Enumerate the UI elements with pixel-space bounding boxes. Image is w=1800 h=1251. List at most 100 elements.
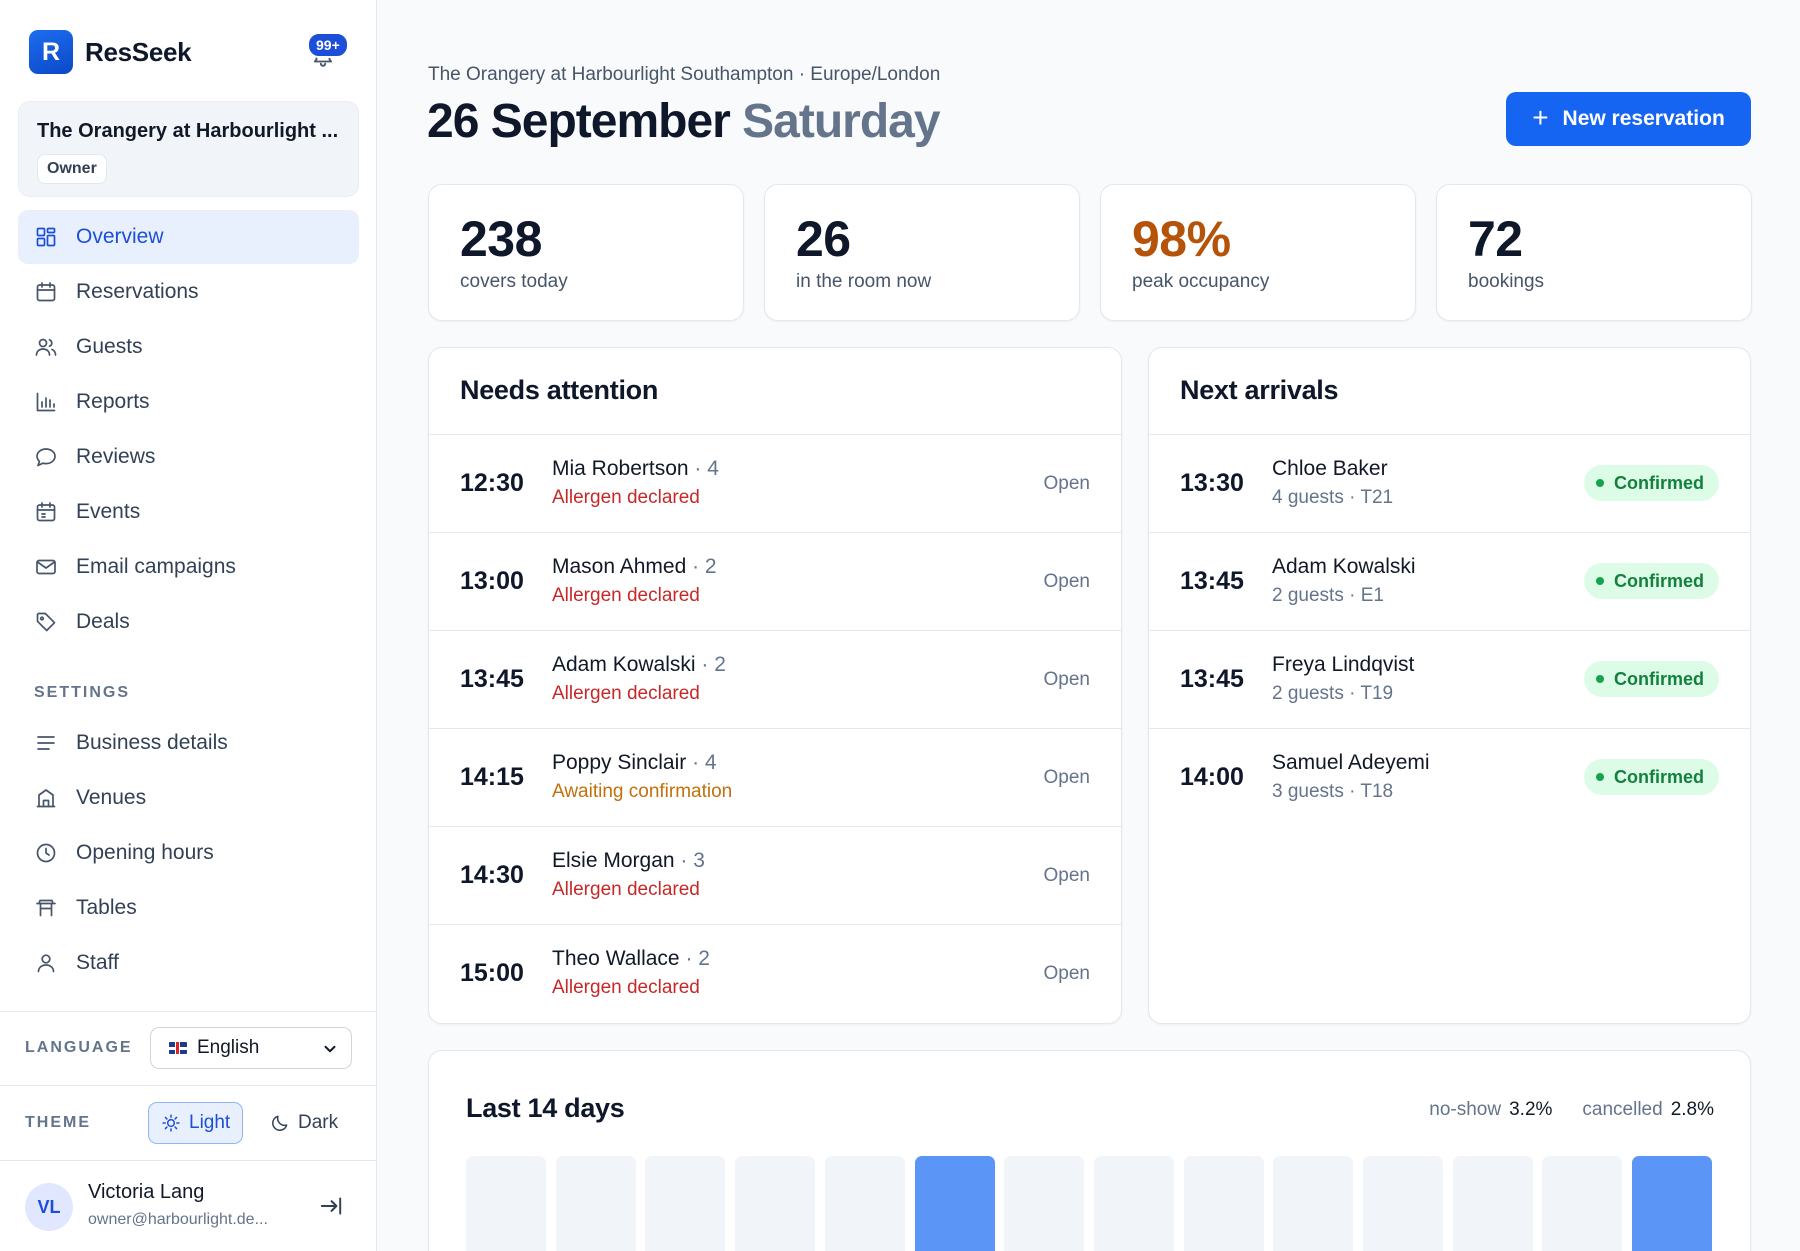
list-item[interactable]: 15:00 Theo Wallace · 2 Allergen declared… bbox=[429, 925, 1121, 1023]
theme-dark-label: Dark bbox=[298, 1112, 339, 1133]
stat-card-bookings: 72 bookings bbox=[1436, 184, 1752, 321]
sidebar-item-business-details[interactable]: Business details bbox=[18, 716, 359, 770]
status-dot-icon bbox=[1596, 577, 1604, 585]
cancelled-value: 2.8% bbox=[1670, 1099, 1714, 1120]
attention-note: Allergen declared bbox=[552, 977, 700, 998]
attention-note: Allergen declared bbox=[552, 683, 700, 704]
stat-value: 238 bbox=[460, 211, 542, 267]
noshow-label: no-show bbox=[1429, 1099, 1502, 1120]
notifications-button[interactable]: 99+ bbox=[300, 32, 349, 72]
sidebar-item-guests[interactable]: Guests bbox=[18, 320, 359, 374]
new-reservation-button[interactable]: + New reservation bbox=[1506, 92, 1751, 146]
stat-value: 98% bbox=[1132, 211, 1231, 267]
stat-label: peak occupancy bbox=[1132, 271, 1270, 292]
guest-name: Theo Wallace · 2 bbox=[552, 947, 710, 971]
sun-icon bbox=[162, 1114, 180, 1132]
reservation-time: 12:30 bbox=[460, 469, 524, 497]
sidebar-item-overview[interactable]: Overview bbox=[18, 210, 359, 264]
sidebar-item-staff[interactable]: Staff bbox=[18, 936, 359, 990]
user-profile[interactable]: VL Victoria Lang owner@harbourlight.de..… bbox=[0, 1160, 377, 1251]
sidebar-item-opening-hours[interactable]: Opening hours bbox=[18, 826, 359, 880]
guest-name-text: Poppy Sinclair bbox=[552, 751, 687, 774]
theme-light-label: Light bbox=[189, 1112, 231, 1133]
arrival-time: 13:45 bbox=[1180, 567, 1244, 595]
list-item[interactable]: 13:30 Chloe Baker 4 guests · T21 Confirm… bbox=[1149, 435, 1750, 533]
day-bar[interactable] bbox=[1183, 1156, 1264, 1251]
sidebar-item-reports[interactable]: Reports bbox=[18, 375, 359, 429]
day-bar[interactable] bbox=[645, 1156, 726, 1251]
status-label: Open bbox=[1043, 473, 1090, 494]
theme-light-button[interactable]: Light bbox=[148, 1102, 244, 1144]
list-item[interactable]: 13:45 Freya Lindqvist 2 guests · T19 Con… bbox=[1149, 631, 1750, 729]
attention-note: Allergen declared bbox=[552, 585, 700, 606]
sidebar-item-label: Email campaigns bbox=[76, 555, 236, 578]
guest-name-text: Elsie Morgan bbox=[552, 849, 675, 872]
party-table-detail: 2 guests · E1 bbox=[1272, 585, 1384, 606]
day-bar[interactable] bbox=[555, 1156, 636, 1251]
list-item[interactable]: 14:15 Poppy Sinclair · 4 Awaiting confir… bbox=[429, 729, 1121, 827]
theme-dark-button[interactable]: Dark bbox=[258, 1102, 350, 1144]
moon-icon bbox=[272, 1115, 288, 1131]
language-select[interactable]: English bbox=[150, 1027, 352, 1069]
sidebar-item-email-campaigns[interactable]: Email campaigns bbox=[18, 540, 359, 594]
list-item[interactable]: 12:30 Mia Robertson · 4 Allergen declare… bbox=[429, 435, 1121, 533]
status-dot-icon bbox=[1596, 773, 1604, 781]
list-item[interactable]: 14:00 Samuel Adeyemi 3 guests · T18 Conf… bbox=[1149, 729, 1750, 827]
day-bar[interactable] bbox=[1273, 1156, 1354, 1251]
day-bar[interactable] bbox=[1093, 1156, 1174, 1251]
sidebar-item-label: Reports bbox=[76, 390, 150, 413]
page-weekday: Saturday bbox=[742, 95, 940, 148]
sidebar-item-reviews[interactable]: Reviews bbox=[18, 430, 359, 484]
rates-summary: no-show 3.2% cancelled 2.8% bbox=[1429, 1099, 1714, 1121]
list-item[interactable]: 13:45 Adam Kowalski · 2 Allergen declare… bbox=[429, 631, 1121, 729]
sidebar-item-venues[interactable]: Venues bbox=[18, 771, 359, 825]
calendar-icon bbox=[36, 282, 56, 302]
reservation-time: 14:15 bbox=[460, 763, 524, 791]
arrival-time: 14:00 bbox=[1180, 763, 1244, 791]
stat-label: bookings bbox=[1468, 271, 1545, 292]
list-item[interactable]: 14:30 Elsie Morgan · 3 Allergen declared… bbox=[429, 827, 1121, 925]
sidebar-item-events[interactable]: Events bbox=[18, 485, 359, 539]
day-bar[interactable] bbox=[914, 1156, 995, 1251]
sidebar-item-reservations[interactable]: Reservations bbox=[18, 265, 359, 319]
party-table-detail: 3 guests · T18 bbox=[1272, 781, 1394, 802]
sidebar-item-label: Overview bbox=[76, 225, 164, 248]
day-bar[interactable] bbox=[1452, 1156, 1533, 1251]
list-item[interactable]: 13:45 Adam Kowalski 2 guests · E1 Confir… bbox=[1149, 533, 1750, 631]
user-email: owner@harbourlight.de... bbox=[88, 1211, 268, 1228]
day-bar[interactable] bbox=[1632, 1156, 1713, 1251]
guest-name: Adam Kowalski bbox=[1272, 555, 1416, 578]
brand[interactable]: R ResSeek bbox=[29, 30, 192, 74]
page-date: 26 September bbox=[427, 95, 731, 148]
day-bar[interactable] bbox=[824, 1156, 905, 1251]
status-label: Open bbox=[1043, 963, 1090, 984]
user-name: Victoria Lang bbox=[88, 1181, 205, 1203]
list-item[interactable]: 13:00 Mason Ahmed · 2 Allergen declared … bbox=[429, 533, 1121, 631]
clock-icon bbox=[36, 843, 56, 863]
status-badge: Confirmed bbox=[1584, 563, 1719, 599]
sidebar-item-tables[interactable]: Tables bbox=[18, 881, 359, 935]
guest-name: Samuel Adeyemi bbox=[1272, 751, 1430, 774]
day-bar[interactable] bbox=[735, 1156, 816, 1251]
status-badge-label: Confirmed bbox=[1614, 570, 1704, 591]
sidebar-item-deals[interactable]: Deals bbox=[18, 595, 359, 649]
guest-name: Elsie Morgan · 3 bbox=[552, 849, 705, 873]
day-bar[interactable] bbox=[1004, 1156, 1085, 1251]
grid-icon bbox=[36, 227, 56, 247]
users-icon bbox=[35, 338, 57, 356]
venue-switcher[interactable]: The Orangery at Harbourlight ... Owner bbox=[18, 101, 359, 197]
logout-icon[interactable] bbox=[318, 1193, 344, 1219]
sidebar-item-label: Business details bbox=[76, 731, 228, 754]
stat-value: 26 bbox=[796, 211, 851, 267]
reservation-time: 15:00 bbox=[460, 959, 524, 987]
status-label: Open bbox=[1043, 767, 1090, 788]
guest-name-text: Mia Robertson bbox=[552, 457, 689, 480]
guest-name: Chloe Baker bbox=[1272, 457, 1388, 480]
day-bar[interactable] bbox=[466, 1156, 546, 1251]
day-bar[interactable] bbox=[1363, 1156, 1443, 1251]
theme-row: THEME Light Dark bbox=[0, 1085, 377, 1160]
main-nav: Overview Reservations Guests Reports Rev… bbox=[18, 210, 359, 650]
status-dot-icon bbox=[1596, 479, 1604, 487]
status-badge-label: Confirmed bbox=[1614, 766, 1704, 787]
day-bar[interactable] bbox=[1542, 1156, 1623, 1251]
